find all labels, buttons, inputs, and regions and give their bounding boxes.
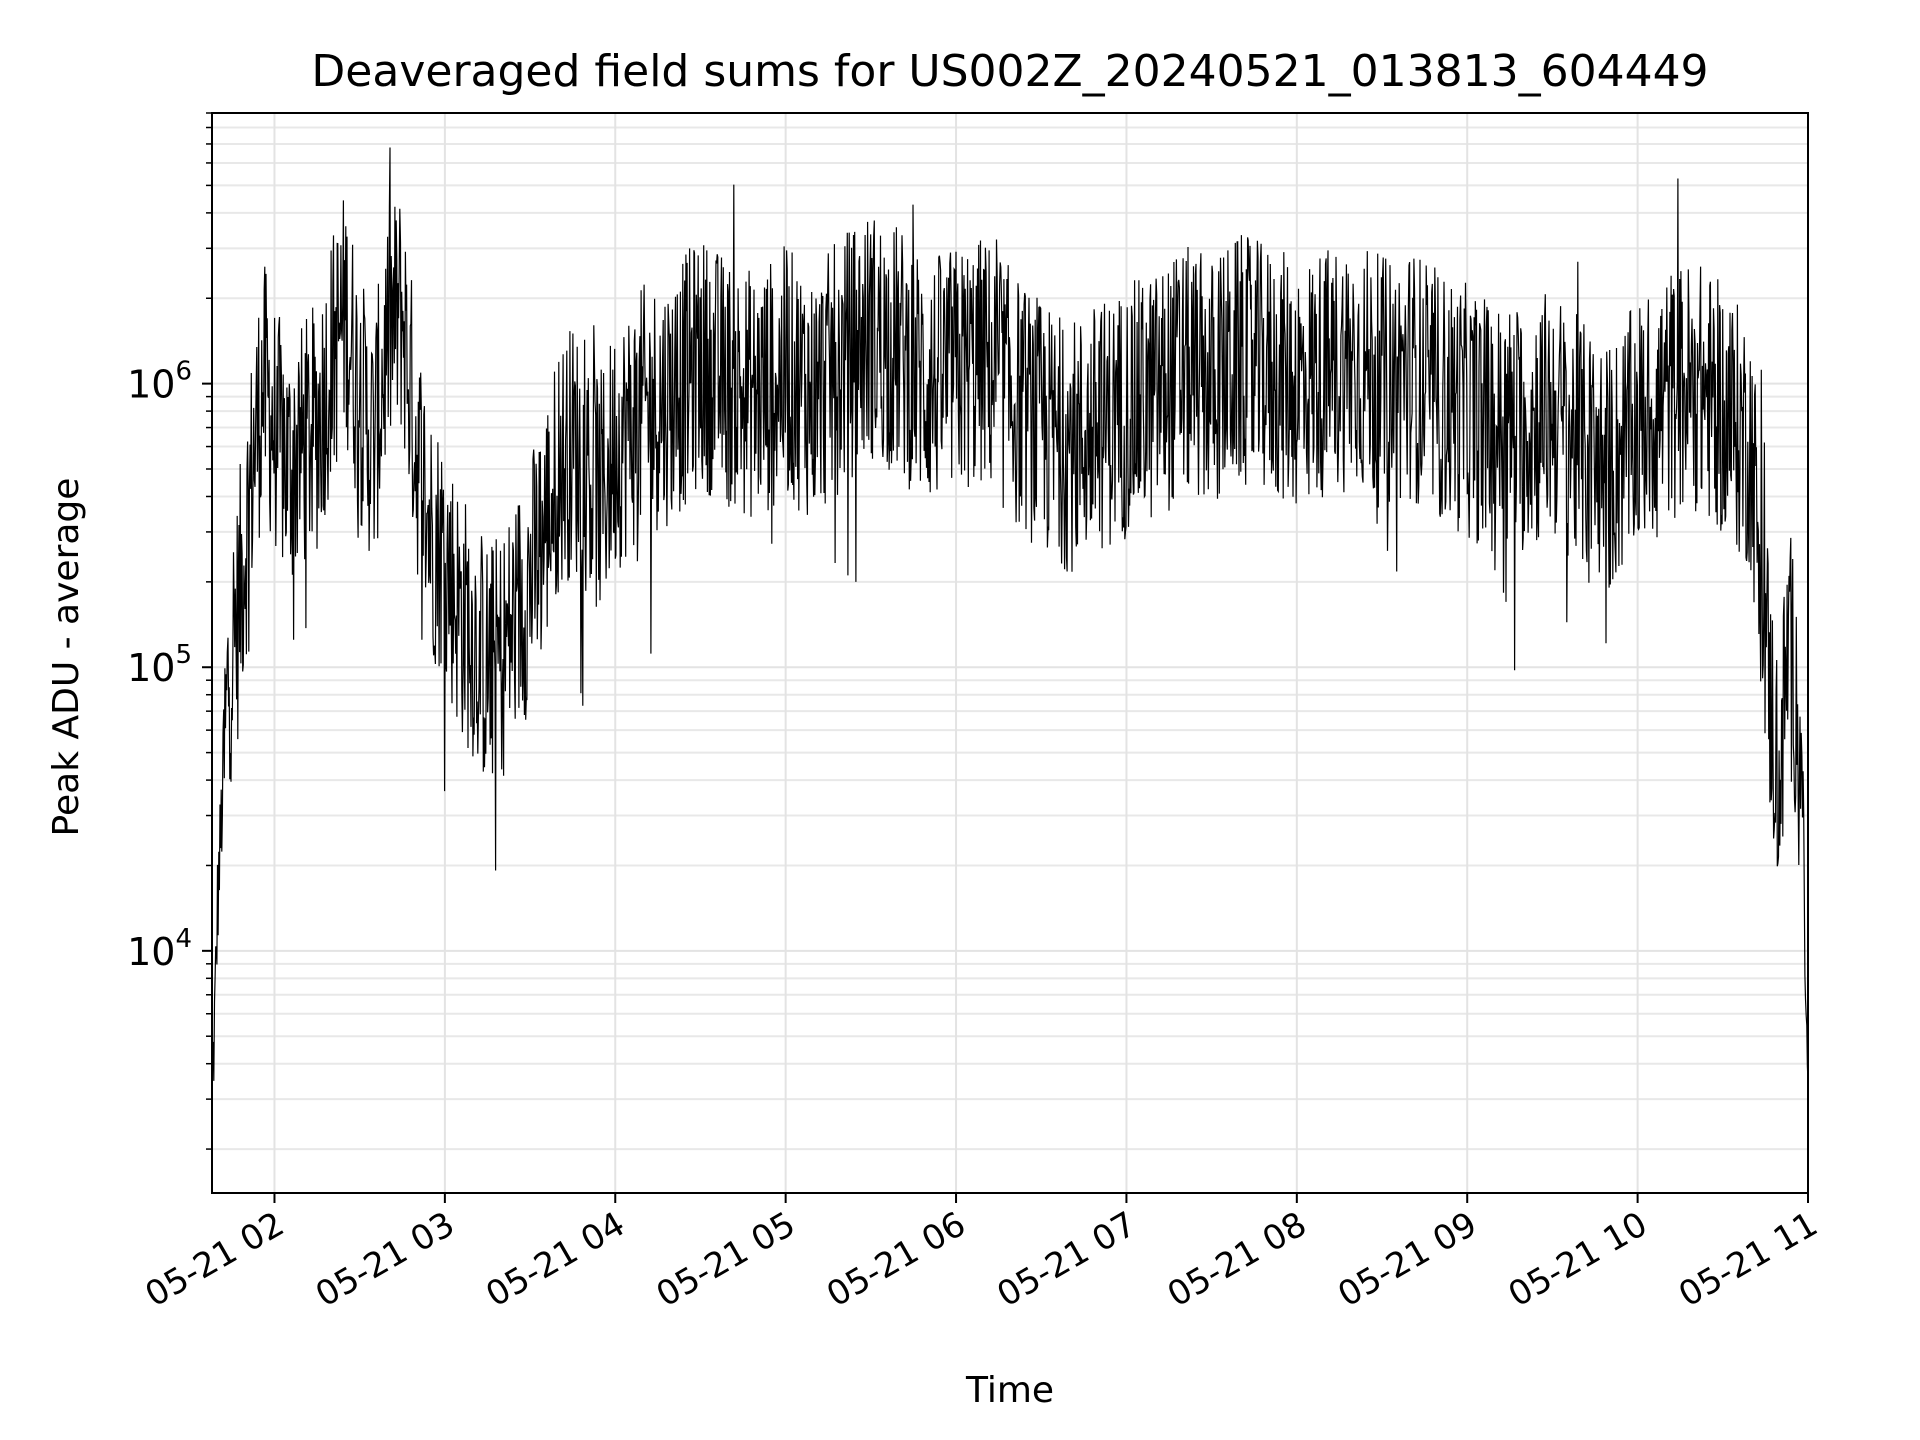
y-tick-label: 104 xyxy=(127,924,192,974)
series-line xyxy=(211,147,1809,1082)
plot-area xyxy=(211,147,1809,1082)
x-tick-label: 05-21 06 xyxy=(820,1204,972,1315)
x-axis-label: Time xyxy=(965,1370,1054,1411)
y-axis-label: Peak ADU - average xyxy=(46,478,87,837)
x-tick-label: 05-21 08 xyxy=(1161,1204,1313,1315)
y-tick-base: 10 xyxy=(127,930,175,974)
x-tick-label: 05-21 11 xyxy=(1672,1204,1824,1315)
x-tick-label: 05-21 09 xyxy=(1331,1204,1483,1315)
x-tick-label: 05-21 02 xyxy=(139,1204,291,1315)
y-tick-base: 10 xyxy=(127,646,175,690)
y-tick-exponent: 4 xyxy=(175,924,192,954)
plot-frame xyxy=(211,112,1809,1194)
y-tick-label: 106 xyxy=(127,357,192,407)
x-tick-label: 05-21 07 xyxy=(991,1204,1143,1315)
y-tick-exponent: 6 xyxy=(175,357,192,387)
x-tick-label: 05-21 10 xyxy=(1502,1204,1654,1315)
y-tick-base: 10 xyxy=(127,363,175,407)
y-tick-exponent: 5 xyxy=(175,640,192,670)
x-tick-label: 05-21 03 xyxy=(309,1204,461,1315)
x-axis: 05-21 02 05-21 03 05-21 04 05-21 05 05-21 06… xyxy=(139,1193,1825,1315)
x-tick-label: 05-21 04 xyxy=(479,1204,631,1315)
chart-title: Deaveraged field sums for US002Z_2024052… xyxy=(311,46,1708,97)
y-tick-label: 105 xyxy=(127,640,192,690)
x-tick-label: 05-21 05 xyxy=(650,1204,802,1315)
